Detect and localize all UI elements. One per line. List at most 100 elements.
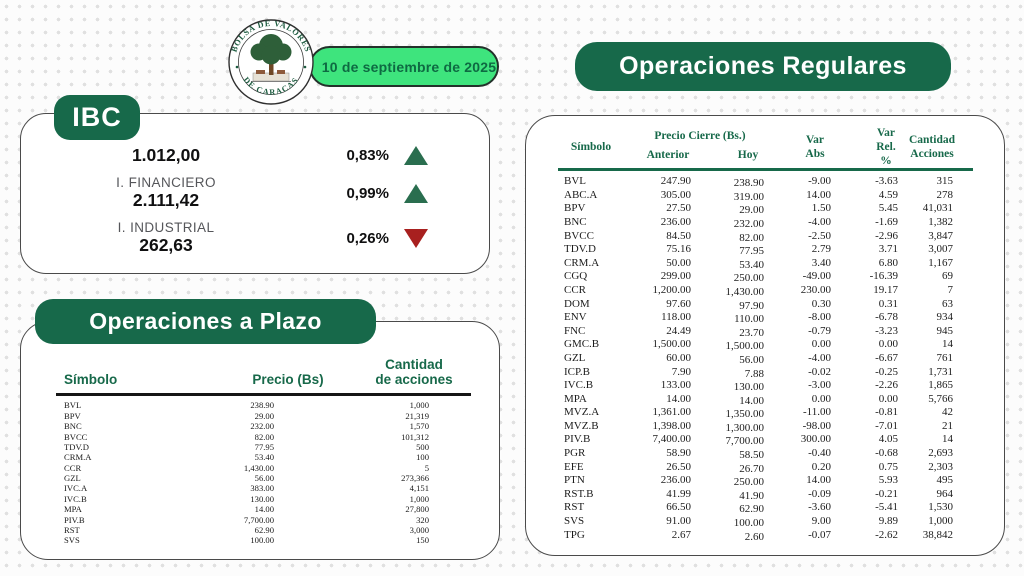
table-row: IVC.B 133.00 130.00 -3.00 -2.26 1,865 xyxy=(558,378,973,393)
cell-symbol: BNC xyxy=(64,421,82,432)
col-header-quantity: Cantidad de acciones xyxy=(336,357,471,397)
table-row: ICP.B 7.90 7.88 -0.02 -0.25 1,731 xyxy=(558,365,973,380)
cell-prev: 97.60 xyxy=(666,297,691,310)
bvc-logo: BOLSA DE VALORES DE CARACAS xyxy=(228,19,314,105)
cell-today: 1,500.00 xyxy=(725,340,765,353)
table-row: BNC 236.00 232.00 -4.00 -1.69 1,382 xyxy=(558,215,973,230)
cell-qty: 14 xyxy=(942,338,953,351)
cell-price: 7,700.00 xyxy=(243,514,274,525)
cell-prev: 1,398.00 xyxy=(652,419,692,432)
cell-prev: 247.90 xyxy=(660,175,691,188)
cell-var_rel: 3.71 xyxy=(878,243,898,256)
cell-var_abs: 300.00 xyxy=(800,433,831,446)
cell-var_abs: -3.00 xyxy=(808,379,831,392)
cell-qty: 150 xyxy=(416,535,429,546)
cell-qty: 964 xyxy=(936,487,954,500)
cell-symbol: ABC.A xyxy=(564,188,598,201)
cell-var_abs: -0.40 xyxy=(808,447,831,460)
table-row: RST 66.50 62.90 -3.60 -5.41 1,530 xyxy=(558,501,973,515)
table-row: MVZ.A 1,361.00 1,350.00 -11.00 -0.81 42 xyxy=(558,405,973,420)
plazo-title: Operaciones a Plazo xyxy=(89,308,322,334)
cell-symbol: RST xyxy=(64,525,80,536)
cell-price: 82.00 xyxy=(254,431,274,442)
cell-symbol: FNC xyxy=(564,324,586,337)
cell-qty: 273,366 xyxy=(401,473,429,484)
cell-prev: 91.00 xyxy=(666,515,691,528)
cell-prev: 1,500.00 xyxy=(652,338,692,351)
cell-symbol: TPG xyxy=(564,528,585,541)
col-header-price: Precio (Bs) xyxy=(186,358,336,397)
cell-today: 100.00 xyxy=(733,517,764,530)
cell-prev: 7.90 xyxy=(671,365,691,378)
cell-var_rel: -2.62 xyxy=(875,528,898,541)
table-row: RST 62.90 3,000 xyxy=(56,525,471,535)
cell-price: 77.95 xyxy=(254,441,274,452)
index-change-pct: 0,26% xyxy=(346,229,389,247)
cell-symbol: GZL xyxy=(564,351,586,364)
cell-today: 232.00 xyxy=(733,217,764,230)
cell-symbol: MPA xyxy=(64,504,82,515)
cell-qty: 761 xyxy=(936,351,954,364)
cell-var_abs: -8.00 xyxy=(808,311,831,324)
cell-qty: 21,319 xyxy=(405,410,429,421)
cell-qty: 1,865 xyxy=(928,379,953,392)
cell-var_abs: -49.00 xyxy=(802,270,831,283)
cell-var_rel: -16.39 xyxy=(869,270,898,283)
cell-qty: 320 xyxy=(416,514,429,525)
cell-var_rel: 0.00 xyxy=(878,338,898,351)
cell-today: 2.60 xyxy=(744,530,764,543)
cell-var_rel: -0.25 xyxy=(875,365,898,378)
ibc-row-general: 1.012,00 0,83% xyxy=(21,145,489,166)
cell-today: 23.70 xyxy=(739,326,764,339)
index-change-pct: 0,83% xyxy=(346,147,389,164)
table-row: FNC 24.49 23.70 -0.79 -3.23 945 xyxy=(558,324,973,339)
cell-qty: 3,007 xyxy=(928,243,953,256)
cell-today: 53.40 xyxy=(739,258,764,271)
trend-up-icon xyxy=(404,183,428,203)
table-row: IVC.A 383.00 4,151 xyxy=(56,483,471,493)
cell-qty: 278 xyxy=(936,188,954,201)
date-text: 10 de septiembre de 2025 xyxy=(321,58,497,75)
cell-price: 130.00 xyxy=(250,493,274,504)
regulares-card: Símbolo Precio Cierre (Bs.) Var Abs Var … xyxy=(525,115,1005,556)
table-row: MVZ.B 1,398.00 1,300.00 -98.00 -7.01 21 xyxy=(558,419,973,434)
cell-prev: 75.16 xyxy=(666,243,691,256)
cell-price: 383.00 xyxy=(250,483,274,494)
cell-symbol: PTN xyxy=(564,474,585,487)
cell-prev: 1,200.00 xyxy=(652,283,692,296)
cell-today: 1,300.00 xyxy=(725,421,765,434)
table-row: CCR 1,200.00 1,430.00 230.00 19.17 7 xyxy=(558,283,973,298)
cell-qty: 1,530 xyxy=(928,501,953,514)
cell-symbol: SVS xyxy=(564,515,585,528)
cell-symbol: TDV.D xyxy=(564,243,596,256)
cell-var_abs: -0.79 xyxy=(808,324,831,337)
col-header-today: Hoy xyxy=(691,146,764,172)
table-row: BPV 29.00 21,319 xyxy=(56,411,471,421)
col-header-symbol: Símbolo xyxy=(558,127,624,172)
cell-symbol: CCR xyxy=(564,283,587,296)
cell-var_abs: -0.02 xyxy=(808,365,831,378)
cell-symbol: BPV xyxy=(64,410,81,421)
cell-symbol: SVS xyxy=(64,535,80,546)
cell-price: 100.00 xyxy=(250,535,274,546)
cell-today: 56.00 xyxy=(739,353,764,366)
trend-up-icon xyxy=(404,146,428,165)
cell-prev: 50.00 xyxy=(666,256,691,269)
table-row: EFE 26.50 26.70 0.20 0.75 2,303 xyxy=(558,460,973,475)
cell-var_rel: -5.41 xyxy=(875,501,898,514)
cell-price: 56.00 xyxy=(254,473,274,484)
table-row: MPA 14.00 14.00 0.00 0.00 5,766 xyxy=(558,392,973,407)
cell-prev: 60.00 xyxy=(666,351,691,364)
cell-prev: 1,361.00 xyxy=(652,406,692,419)
table-row: TPG 2.67 2.60 -0.07 -2.62 38,842 xyxy=(558,528,973,543)
cell-prev: 58.90 xyxy=(666,447,691,460)
cell-qty: 495 xyxy=(936,474,954,487)
cell-qty: 7 xyxy=(947,283,954,296)
table-row: BVCC 84.50 82.00 -2.50 -2.96 3,847 xyxy=(558,229,973,244)
cell-var_rel: 4.59 xyxy=(878,188,898,201)
cell-qty: 14 xyxy=(942,433,953,446)
cell-price: 14.00 xyxy=(254,504,274,515)
table-row: CGQ 299.00 250.00 -49.00 -16.39 69 xyxy=(558,270,973,284)
cell-symbol: MVZ.A xyxy=(564,406,600,419)
cell-today: 62.90 xyxy=(739,503,764,516)
